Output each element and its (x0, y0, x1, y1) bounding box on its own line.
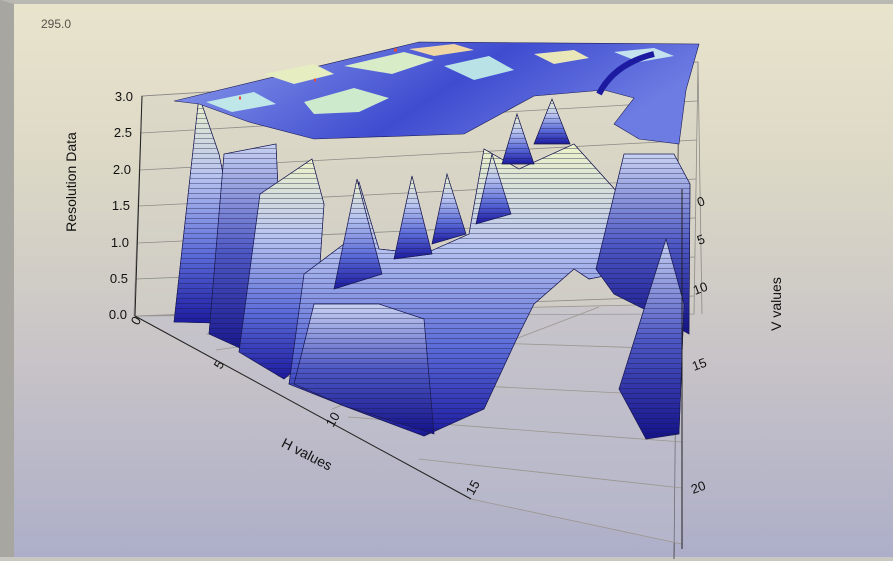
z-tick-label: 0.0 (109, 307, 127, 322)
z-tick-label: 1.0 (111, 235, 129, 250)
z-tick-label: 3.0 (115, 89, 133, 104)
v-tick-label: 5 (695, 231, 707, 248)
corner-value-readout: 295.0 (41, 17, 72, 31)
axes (134, 95, 683, 549)
z-axis-title: Resolution Data (63, 132, 79, 232)
z-tick-label: 2.5 (114, 125, 132, 140)
surface-plot: 3.0 2.5 2.0 1.5 1.0 0.5 0.0 0 5 10 15 0 … (109, 41, 710, 560)
surface-body (173, 41, 700, 440)
z-tick-label: 0.5 (110, 271, 128, 286)
z-tick-label: 1.5 (112, 198, 130, 213)
h-tick-label: 15 (463, 477, 483, 497)
z-axis-ticks: 3.0 2.5 2.0 1.5 1.0 0.5 0.0 (109, 89, 133, 322)
v-tick-label: 10 (691, 279, 710, 298)
v-axis-title: V values (768, 277, 784, 331)
v-tick-label: 0 (695, 193, 707, 210)
v-tick-label: 20 (689, 478, 708, 497)
v-tick-label: 15 (690, 355, 709, 374)
h-tick-label: 10 (323, 409, 343, 429)
z-tick-label: 2.0 (113, 162, 131, 177)
v-axis-ticks: 0 5 10 15 20 (689, 193, 710, 497)
